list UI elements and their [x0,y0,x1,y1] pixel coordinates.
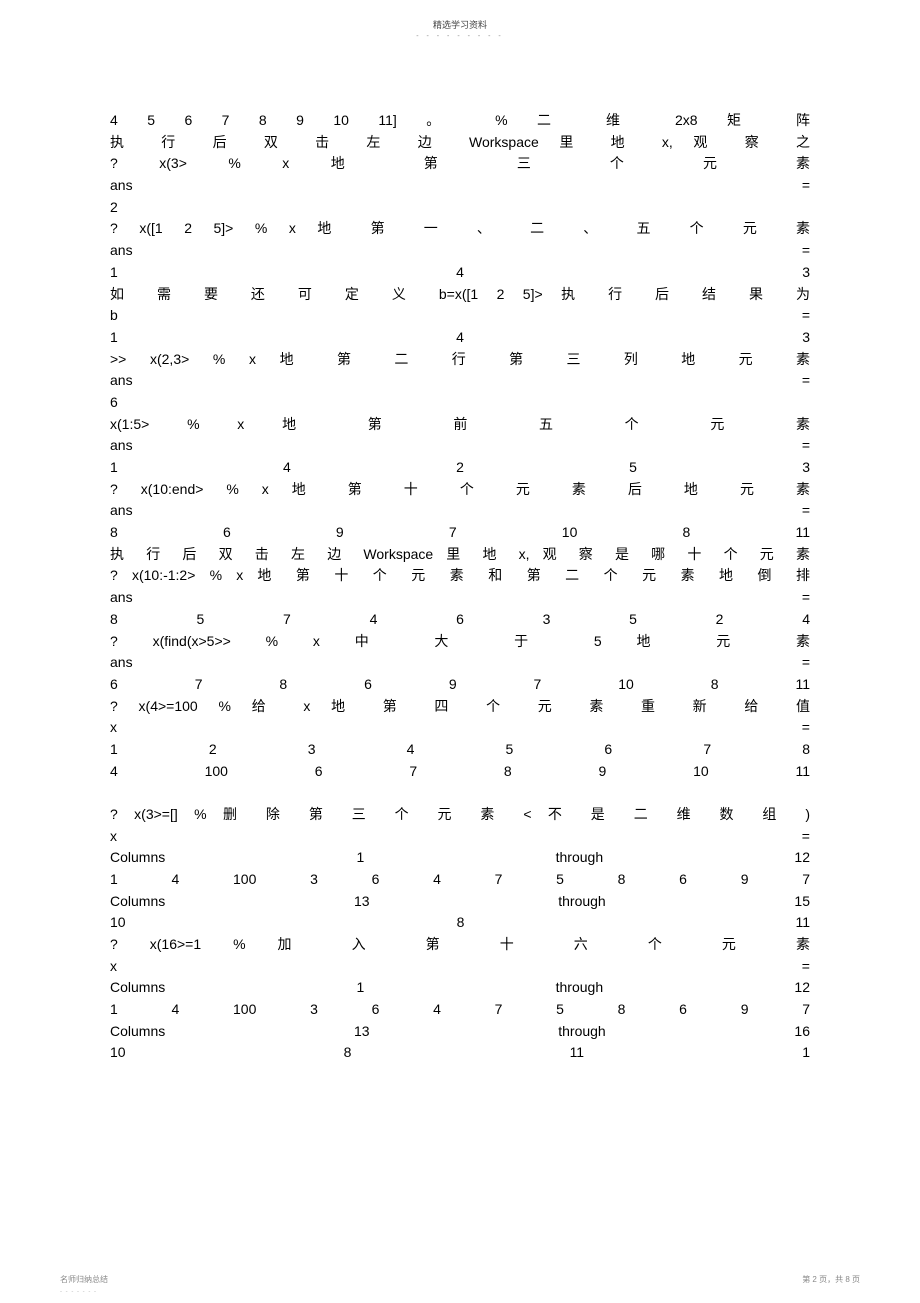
text-line: 1 4 2 5 3 [110,457,810,479]
text-line: 1 2 3 4 5 6 7 8 [110,739,810,761]
text-line: 如 需 要 还 可 定 义 b=x([1 2 5]> 执 行 后 结 果 为 [110,284,810,306]
page-header-title: 精选学习资料 [0,18,920,31]
text-line: Columns 1 through 12 [110,847,810,869]
text-line: ans = [110,500,810,522]
text-line: 10 8 11 [110,912,810,934]
text-line: ? x(4>=100 % 给 x 地 第 四 个 元 素 重 新 给 值 [110,696,810,718]
text-line: 执 行 后 双 击 左 边 Workspace 里 地 x, 观 察 是 哪 十… [110,544,810,566]
text-line: ? x(3> % x 地 第 三 个 元 素 [110,153,810,175]
text-line: 1 4 3 [110,262,810,284]
text-line: ? x(3>=[] % 删 除 第 三 个 元 素 < 不 是 二 维 数 组 … [110,804,810,826]
text-line: 1 4 100 3 6 4 7 5 8 6 9 7 [110,869,810,891]
text-line: 8 6 9 7 10 8 11 [110,522,810,544]
text-line: x = [110,717,810,739]
text-line: ? x(10:end> % x 地 第 十 个 元 素 后 地 元 素 [110,479,810,501]
text-line: 执 行 后 双 击 左 边 Workspace 里 地 x, 观 察 之 [110,132,810,154]
text-line: Columns 13 through 16 [110,1021,810,1043]
text-line: 4 100 6 7 8 9 10 11 [110,761,810,783]
text-line [110,782,810,804]
text-line: ans = [110,240,810,262]
text-line: 1 4 3 [110,327,810,349]
text-line: 10 8 11 1 [110,1042,810,1064]
footer-right: 第 2 页，共 8 页 [802,1274,860,1285]
text-line: 6 7 8 6 9 7 10 8 11 [110,674,810,696]
text-line: ? x(find(x>5>> % x 中 大 于 5 地 元 素 [110,631,810,653]
text-line: 8 5 7 4 6 3 5 2 4 [110,609,810,631]
document-body: 4 5 6 7 8 9 10 11] 。 % 二 维 2x8 矩 阵执 行 后 … [0,40,920,1064]
text-line: 6 [110,392,810,414]
text-line: ? x([1 2 5]> % x 地 第 一 、 二 、 五 个 元 素 [110,218,810,240]
footer-dots: - - - - - - - [60,1289,97,1295]
text-line: Columns 1 through 12 [110,977,810,999]
text-line: x = [110,956,810,978]
text-line: ans = [110,652,810,674]
page-header-dots: - - - - - - - - - [0,33,920,40]
text-line: ans = [110,370,810,392]
text-line: x(1:5> % x 地 第 前 五 个 元 素 [110,414,810,436]
text-line: 1 4 100 3 6 4 7 5 8 6 9 7 [110,999,810,1021]
text-line: >> x(2,3> % x 地 第 二 行 第 三 列 地 元 素 [110,349,810,371]
text-line: ans = [110,175,810,197]
text-line: 4 5 6 7 8 9 10 11] 。 % 二 维 2x8 矩 阵 [110,110,810,132]
text-line: b = [110,305,810,327]
text-line: ans = [110,587,810,609]
text-line: ? x(10:-1:2> % x 地 第 十 个 元 素 和 第 二 个 元 素… [110,565,810,587]
text-line: Columns 13 through 15 [110,891,810,913]
text-line: ? x(16>=1 % 加 入 第 十 六 个 元 素 [110,934,810,956]
text-line: 2 [110,197,810,219]
footer-left: 名师归纳总结 [60,1274,108,1285]
text-line: x = [110,826,810,848]
text-line: ans = [110,435,810,457]
